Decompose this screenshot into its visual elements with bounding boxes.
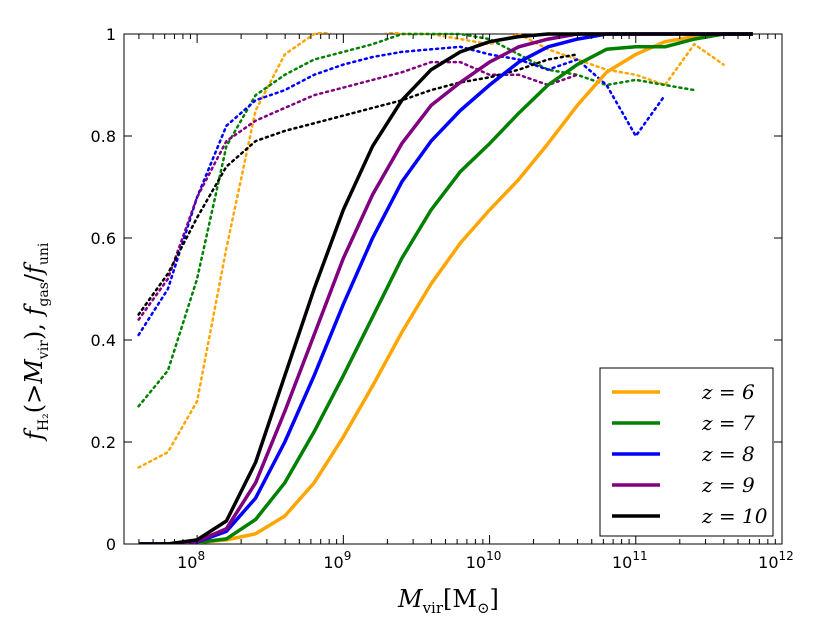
legend-label-9: z = 9: [701, 473, 755, 497]
x-tick-label: 1010: [466, 549, 502, 572]
x-tick-label: 1011: [612, 549, 648, 572]
x-tick-label: 109: [323, 549, 351, 572]
legend: z = 6 z = 7 z = 8 z = 9 z = 10: [599, 367, 774, 537]
x-tick-label: 108: [177, 549, 205, 572]
y-tick-label: 0.6: [91, 229, 116, 248]
x-axis-label: Mvir[M⊙]: [397, 585, 499, 617]
y-tick-label: 0.4: [91, 331, 116, 350]
series-7-h2-fraction-line: [138, 32, 753, 544]
y-tick-label: 1: [106, 25, 116, 44]
y-tick-label: 0: [106, 535, 116, 554]
axis-ticks: 0 0.2 0.4 0.6 0.8 1 108 109 1010 1011 1012: [91, 25, 794, 572]
legend-label-8: z = 8: [701, 442, 755, 466]
series-layer: [137, 32, 753, 544]
y-tick-label: 0.8: [91, 127, 116, 146]
series-8-gas-fraction-line: [137, 45, 667, 337]
series-10-h2-fraction-line: [138, 32, 753, 544]
legend-label-10: z = 10: [701, 504, 768, 528]
y-tick-label: 0.2: [91, 433, 116, 452]
series-9-gas-fraction-line: [137, 60, 579, 321]
series-7-gas-fraction-line: [137, 32, 696, 408]
legend-box: [599, 367, 774, 537]
legend-label-6: z = 6: [701, 380, 755, 404]
legend-label-7: z = 7: [701, 411, 755, 435]
x-tick-label: 1012: [758, 549, 794, 572]
y-axis-label: fH₂(>Mvir), fgas/funi: [20, 242, 52, 442]
